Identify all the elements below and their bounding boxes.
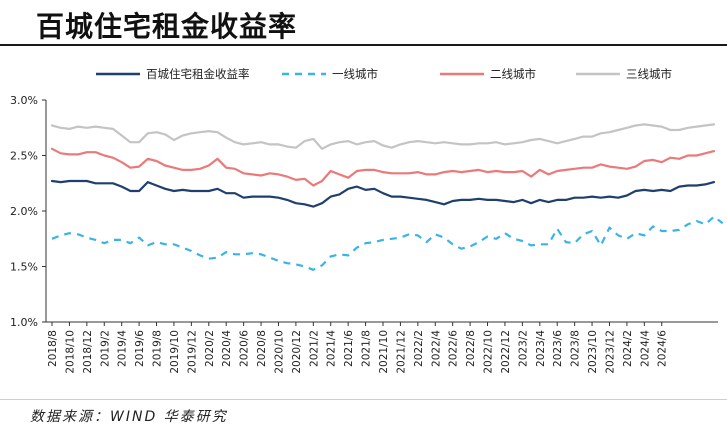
x-tick-label: 2023/4: [535, 330, 547, 367]
x-tick-label: 2022/10: [483, 330, 495, 374]
series-line-3: [50, 147, 716, 187]
legend-label-4: 三线城市: [626, 67, 672, 81]
legend-label-2: 一线城市: [332, 67, 378, 81]
title-bar: 百城住宅租金收益率: [0, 0, 727, 46]
x-tick-label: 2022/2: [413, 330, 425, 367]
x-tick-label: 2020/2: [204, 330, 216, 367]
x-tick-label: 2019/10: [169, 330, 181, 374]
legend-label-3: 二线城市: [490, 67, 536, 81]
x-tick-label: 2020/8: [256, 330, 268, 367]
x-tick-label: 2019/4: [117, 330, 129, 367]
x-tick-label: 2022/6: [448, 330, 460, 367]
page-title: 百城住宅租金收益率: [36, 10, 298, 43]
legend-label-1: 百城住宅租金收益率: [146, 67, 250, 81]
x-tick-label: 2018/12: [82, 330, 94, 374]
footer-divider: [0, 399, 727, 400]
x-tick-label: 2019/6: [134, 330, 146, 367]
x-tick-label: 2021/10: [378, 330, 390, 374]
y-tick-label: 1.0%: [10, 316, 38, 329]
x-tick-label: 2020/10: [273, 330, 285, 374]
x-tick-label: 2023/12: [604, 330, 616, 374]
y-tick-label: 2.5%: [10, 150, 38, 163]
y-tick-label: 2.0%: [10, 205, 38, 218]
x-tick-label: 2023/6: [552, 330, 564, 367]
x-tick-label: 2023/2: [517, 330, 529, 367]
x-tick-label: 2020/4: [221, 330, 233, 367]
x-tick-label: 2021/4: [326, 330, 338, 367]
x-tick-label: 2018/10: [64, 330, 76, 374]
series-line-4: [50, 123, 716, 150]
x-tick-label: 2020/12: [291, 330, 303, 374]
x-tick-label: 2022/4: [430, 330, 442, 367]
x-tick-label: 2019/12: [186, 330, 198, 374]
x-tick-label: 2019/8: [152, 330, 164, 367]
y-tick-label: 1.5%: [10, 261, 38, 274]
x-tick-label: 2024/6: [657, 330, 669, 367]
line-chart: 百城住宅租金收益率 一线城市 二线城市 三线城市 1.0% 1.5% 2.0% 2.5% 3.…: [10, 67, 724, 374]
x-tick-label: 2022/12: [500, 330, 512, 374]
x-tick-label: 2018/8: [47, 330, 59, 367]
x-tick-label: 2023/10: [587, 330, 599, 374]
x-tick-label: 2022/8: [465, 330, 477, 367]
x-tick-label: 2021/12: [395, 330, 407, 374]
x-tick-label: 2024/4: [639, 330, 651, 367]
series-line-2: [51, 215, 724, 271]
source-note: 数据来源：WIND 华泰研究: [30, 409, 228, 425]
chart-container: 百城住宅租金收益率 一线城市 二线城市 三线城市 1.0% 1.5% 2.0% 2.5% 3.…: [0, 64, 727, 396]
x-tick-label: 2024/2: [622, 330, 634, 367]
y-tick-label: 3.0%: [10, 94, 38, 107]
x-tick-label: 2021/2: [308, 330, 320, 367]
x-tick-label: 2023/8: [570, 330, 582, 367]
series-line-1: [50, 179, 716, 208]
x-tick-label: 2019/2: [99, 330, 111, 367]
x-tick-label: 2020/6: [239, 330, 251, 367]
x-tick-label: 2021/8: [361, 330, 373, 367]
x-tick-label: 2021/6: [343, 330, 355, 367]
